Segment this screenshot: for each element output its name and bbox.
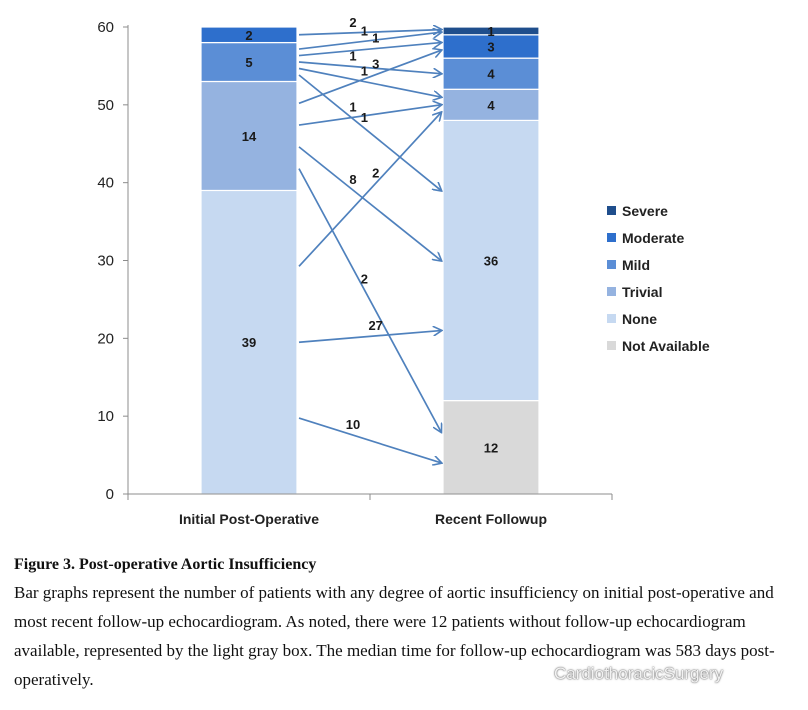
flow-count-label: 2: [372, 165, 379, 180]
bar-segment-value-label: 3: [487, 39, 494, 54]
bar-segment-value-label: 14: [242, 129, 257, 144]
legend-label: Mild: [622, 257, 650, 273]
legend-swatch: [607, 287, 616, 296]
flow-arrow: [298, 146, 441, 261]
flow-count-label: 2: [361, 272, 368, 287]
flow-arrow: [298, 67, 441, 98]
bar-segment-value-label: 4: [487, 98, 495, 113]
legend-label: None: [622, 311, 657, 327]
bar-segment-value-label: 12: [484, 440, 498, 455]
flow-count-label: 10: [346, 417, 360, 432]
caption-title: Figure 3. Post-operative Aortic Insuffic…: [14, 556, 317, 573]
y-tick-label: 20: [97, 330, 114, 347]
figure-caption: Figure 3. Post-operative Aortic Insuffic…: [14, 556, 802, 694]
flow-arrow: [298, 61, 441, 74]
legend-label: Trivial: [622, 284, 662, 300]
wechat-icon: [531, 664, 550, 684]
bar-segment-trivial: [200, 80, 298, 192]
flow-arrow: [298, 43, 441, 57]
flow-arrow: [298, 32, 441, 50]
y-tick-label: 50: [97, 97, 114, 114]
bar-segment-value-label: 4: [487, 67, 495, 82]
y-tick-label: 60: [97, 19, 114, 36]
bar-segment-value-label: 1: [487, 24, 494, 39]
legend-swatch: [607, 260, 616, 269]
watermark-text: CardiothoracicSurgery: [554, 664, 724, 683]
flow-arrow: [298, 74, 441, 190]
bar-segment-value-label: 36: [484, 254, 498, 269]
bar-segment-none: [200, 189, 298, 495]
legend-swatch: [607, 206, 616, 215]
flow-arrow: [298, 50, 441, 105]
flow-count-label: 1: [349, 99, 356, 114]
legend-label: Moderate: [622, 230, 684, 246]
legend-label: Severe: [622, 203, 668, 219]
flow-count-label: 1: [349, 48, 356, 63]
flow-count-label: 1: [372, 31, 379, 46]
bar-segment-none: [442, 119, 540, 402]
y-tick-label: 0: [106, 486, 114, 503]
bar-segment-value-label: 2: [245, 28, 252, 43]
flow-arrow: [298, 417, 441, 463]
flow-count-label: 1: [361, 64, 368, 79]
flow-arrow: [298, 105, 441, 126]
bar-segment-value-label: 39: [242, 335, 256, 350]
bar-segment-moderate: [200, 26, 298, 44]
flow-arrow: [298, 113, 441, 267]
flow-count-label: 8: [349, 172, 356, 187]
bar-segment-mild: [200, 41, 298, 83]
flow-arrow: [298, 30, 441, 36]
legend: Severe Moderate Mild Trivial None Not Availab…: [607, 203, 710, 354]
caption-text: Bar graphs represent the number of patie…: [14, 583, 775, 689]
flow-count-label: 3: [372, 57, 379, 72]
y-tick-label: 30: [97, 253, 114, 270]
flow-count-label: 1: [361, 110, 368, 125]
x-axis: Initial Post-Operative Recent Followup: [127, 493, 613, 527]
flow-arrow: [298, 168, 441, 432]
x-category-label: Initial Post-Operative: [179, 511, 319, 527]
legend-label: Not Available: [622, 338, 710, 354]
legend-swatch: [607, 233, 616, 242]
bar-segment-value-label: 5: [245, 55, 252, 70]
bar-segment-not-available: [442, 400, 540, 495]
y-tick-label: 10: [97, 408, 114, 425]
flow-count-label: 27: [368, 318, 382, 333]
y-axis: 0 10 20 30 40 50 60: [97, 19, 129, 503]
flow-arrow: [298, 331, 441, 344]
legend-swatch: [607, 314, 616, 323]
flow-count-label: 2: [349, 15, 356, 30]
watermark: CardiothoracicSurgery: [531, 664, 724, 684]
y-tick-label: 40: [97, 175, 114, 192]
legend-swatch: [607, 341, 616, 350]
x-category-label: Recent Followup: [435, 511, 547, 527]
flow-count-label: 1: [361, 23, 368, 38]
